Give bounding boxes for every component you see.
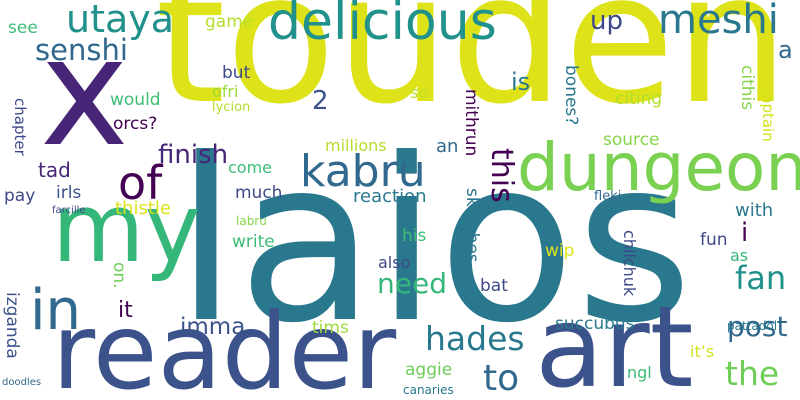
- word: ofri: [212, 82, 239, 101]
- word: on.: [109, 262, 129, 289]
- word: the: [725, 354, 780, 393]
- word: izganda: [2, 292, 22, 359]
- word: cithis: [737, 65, 757, 111]
- word: hades: [425, 319, 525, 358]
- word: laios: [175, 111, 693, 373]
- word: would: [110, 90, 161, 110]
- word: with: [735, 200, 774, 221]
- word: x: [40, 6, 129, 180]
- word: labru: [236, 214, 267, 228]
- word: source: [603, 130, 660, 150]
- word: his: [402, 226, 427, 246]
- word: citing: [615, 89, 663, 109]
- word: fun: [700, 230, 728, 250]
- word: thistle: [115, 198, 171, 219]
- word: ngl: [627, 363, 652, 382]
- word: reaction: [353, 186, 427, 207]
- word: fleki: [594, 189, 622, 204]
- word: succubus: [555, 314, 635, 334]
- word: i: [741, 218, 749, 248]
- word: pattadol: [727, 319, 778, 333]
- word: delicious: [268, 0, 497, 52]
- word: 2: [312, 86, 329, 116]
- word: meshi: [658, 0, 779, 43]
- word: bat: [480, 276, 508, 296]
- word: lycion: [212, 100, 251, 115]
- word: as: [730, 246, 749, 265]
- word: so: [410, 83, 429, 102]
- word: post: [727, 310, 788, 343]
- word: finish: [158, 140, 229, 170]
- word: up: [590, 6, 623, 36]
- word: senshi: [35, 33, 128, 67]
- word: fan: [735, 259, 787, 297]
- word: need: [377, 267, 447, 300]
- word: tad: [38, 158, 71, 182]
- word: doodles: [2, 377, 42, 388]
- word: aggie: [405, 360, 453, 380]
- word: it’s: [690, 342, 715, 361]
- word: game: [205, 12, 254, 32]
- word: millions: [325, 136, 387, 155]
- word: farcille: [52, 205, 86, 216]
- word: see: [8, 18, 38, 38]
- word: tims: [312, 318, 349, 338]
- word: utaya: [66, 0, 175, 41]
- word: dungeon: [517, 129, 800, 206]
- word: come: [228, 158, 273, 177]
- word: chapter: [11, 98, 29, 156]
- word: this: [484, 148, 519, 203]
- word: bones?: [561, 65, 581, 126]
- word: is: [511, 68, 531, 96]
- word: kabru: [300, 146, 426, 197]
- word: art: [535, 283, 694, 400]
- word: in: [30, 278, 82, 343]
- word: pay: [4, 186, 36, 206]
- word: a: [778, 36, 793, 64]
- word: an: [436, 136, 459, 157]
- word: it: [118, 298, 133, 323]
- word: captain: [759, 86, 777, 142]
- word: my: [52, 174, 201, 284]
- word: to: [483, 358, 520, 399]
- word: mithrun: [461, 89, 481, 157]
- word: irls: [56, 183, 82, 203]
- word: also: [378, 253, 411, 272]
- word: orcs?: [113, 114, 158, 134]
- word: imma: [180, 314, 246, 340]
- word: much: [235, 183, 283, 203]
- word: but: [222, 63, 251, 83]
- word: touden: [155, 0, 789, 144]
- word: of: [118, 156, 163, 210]
- word: wip: [545, 241, 575, 261]
- word: reader: [52, 291, 397, 400]
- word: sketches: [462, 188, 482, 263]
- word: write: [232, 232, 275, 252]
- word: canaries: [403, 383, 454, 397]
- word: chilchuk: [620, 230, 639, 297]
